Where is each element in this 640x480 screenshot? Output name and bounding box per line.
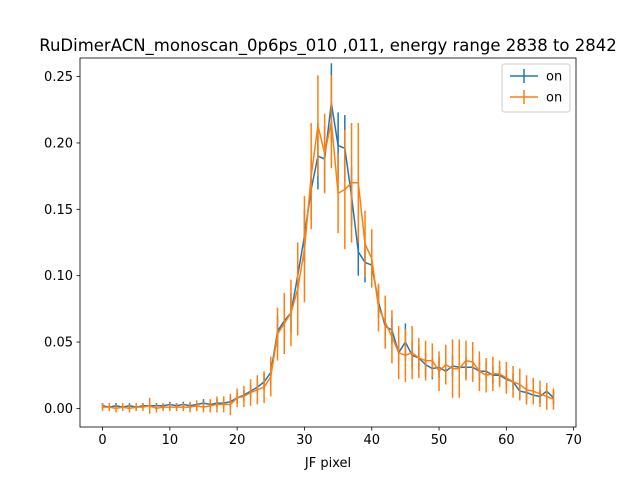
legend-entry: on: [510, 90, 562, 106]
x-tick-label: 30: [296, 433, 313, 448]
x-tick-label: 40: [363, 433, 380, 448]
x-tick-label: 60: [498, 433, 515, 448]
y-tick-label: 0.10: [44, 269, 73, 284]
series-line: [102, 120, 554, 410]
y-tick-label: 0.20: [44, 136, 73, 151]
plot-area: [80, 58, 576, 427]
y-tick-label: 0.05: [44, 336, 73, 351]
axes-layer: 0 10 20 30 40 50 60 70 0.00 0.05 0.10 0.15 0.20 0.25: [44, 57, 582, 448]
series-layer: [101, 63, 555, 416]
axes-frame: [79, 57, 577, 428]
y-tick-label: 0.15: [44, 203, 73, 218]
legend: on on: [501, 63, 571, 113]
legend-label: on: [546, 70, 562, 85]
series-2: [101, 75, 555, 416]
legend-entry: on: [510, 69, 562, 85]
x-tick-label: 0: [98, 433, 106, 448]
y-tick-label: 0.00: [44, 402, 73, 417]
x-tick-label: 10: [162, 433, 179, 448]
x-tick-label: 50: [431, 433, 448, 448]
y-tick-label: 0.25: [44, 70, 73, 85]
x-tick-label: 20: [229, 433, 246, 448]
x-tick-label: 70: [565, 433, 582, 448]
x-axis-label: JF pixel: [304, 456, 351, 471]
legend-label: on: [546, 91, 562, 106]
chart-title: RuDimerACN_monoscan_0p6ps_010 ,011, ener…: [39, 36, 617, 56]
